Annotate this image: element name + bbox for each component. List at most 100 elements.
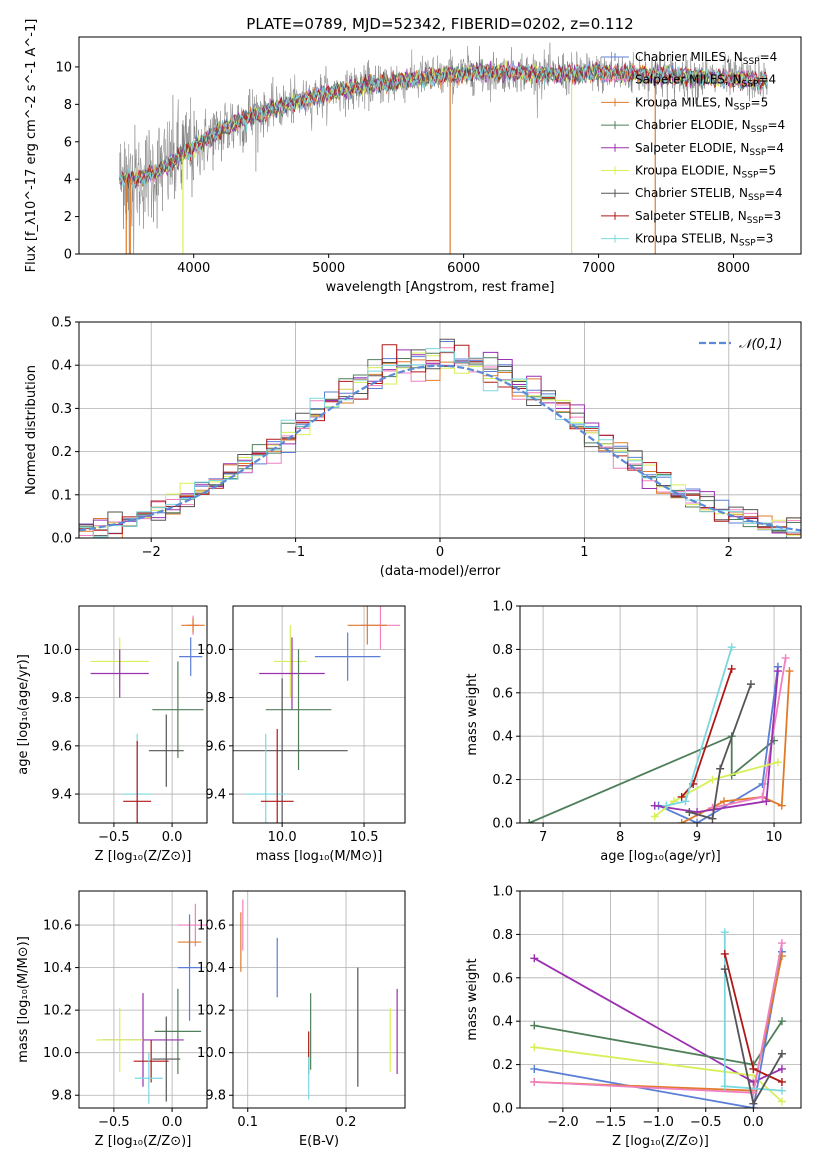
x-axis-label: mass [log₁₀(M/M⊙)] (256, 849, 383, 864)
weight-vs-age-panel: 7 8 9 10 0.0 0.2 0.4 0.6 0.8 1.0 age [log₁₀(age/yr… (465, 600, 802, 864)
y-tick-label: 0.4 (492, 730, 513, 745)
y-tick-label: 0.6 (492, 971, 513, 986)
y-tick-label: 0.2 (51, 445, 72, 460)
legend-label: Salpeter ELODIE, NSSP=4 (635, 141, 784, 158)
legend-label: Salpeter STELIB, NSSP=3 (635, 209, 781, 226)
y-tick-label: 1.0 (492, 600, 513, 615)
y-tick-label: 9.6 (205, 739, 226, 754)
y-tick-label: 0.8 (492, 928, 513, 943)
weight-marker (693, 819, 702, 823)
y-tick-label: 10 (55, 60, 72, 75)
y-tick-label: 0.0 (492, 1102, 513, 1117)
y-tick-label: 0.2 (492, 773, 513, 788)
y-tick-label: 0.1 (51, 488, 72, 503)
y-tick-label: 9.4 (51, 788, 72, 803)
plot-area (96, 903, 207, 1104)
axes-frame (232, 890, 406, 1109)
weight-marker (681, 797, 690, 806)
y-tick-label: 10.0 (197, 643, 226, 658)
legend-label: Kroupa STELIB, NSSP=3 (635, 232, 773, 249)
weight-marker (720, 1082, 729, 1091)
legend-label: Chabrier STELIB, NSSP=4 (635, 186, 783, 203)
weight-series-line (528, 734, 775, 823)
weight-marker (650, 801, 659, 810)
weight-marker (773, 667, 782, 676)
x-tick-label: 2 (725, 545, 733, 560)
x-axis-label: Z [log₁₀(Z/Z⊙)] (95, 849, 192, 864)
spectrum-panel: 4000 5000 6000 7000 8000 0 2 4 6 8 10 wavelength [A… (24, 19, 802, 295)
weight-marker (777, 1017, 786, 1026)
x-tick-label: −0.5 (98, 830, 130, 845)
y-tick-label: 10.0 (197, 1046, 226, 1061)
weight-marker (650, 812, 659, 821)
weight-marker (685, 808, 694, 817)
axes-frame (232, 605, 406, 824)
y-tick-label: 10.6 (197, 919, 226, 934)
weight-marker (708, 775, 717, 784)
legend-label: Salpeter MILES, NSSP=4 (635, 73, 776, 90)
weight-marker (720, 797, 729, 806)
y-axis-label: age [log₁₀(age/yr)] (16, 654, 31, 775)
y-tick-label: 10.0 (43, 1046, 72, 1061)
weight-marker (662, 801, 671, 810)
weight-series-line (654, 761, 779, 818)
weight-marker (777, 1097, 786, 1106)
x-tick-label: 0.1 (237, 1115, 258, 1130)
y-axis-label: mass [log₁₀(M/M⊙)] (16, 936, 31, 1063)
x-axis-label: Z [log₁₀(Z/Z⊙)] (612, 1134, 709, 1149)
weight-marker (773, 758, 782, 767)
gaussian-curve (79, 364, 801, 532)
axes-frame (78, 605, 208, 824)
axes-frame (78, 890, 208, 1109)
weight-marker (530, 1043, 539, 1052)
y-tick-label: 0.3 (51, 402, 72, 417)
y-tick-label: 9.8 (205, 1089, 226, 1104)
y-tick-label: 10.2 (43, 1004, 72, 1019)
x-tick-label: −1 (286, 545, 305, 560)
y-axis-label: mass weight (465, 958, 480, 1040)
legend-label: 𝒩(0,1) (739, 337, 782, 352)
axes-frame (519, 890, 802, 1109)
y-tick-label: 9.8 (51, 1089, 72, 1104)
x-tick-label: −2.0 (547, 1115, 579, 1130)
y-tick-label: 9.4 (205, 788, 226, 803)
weight-marker (727, 643, 736, 652)
age-vs-mass-panel: 10.0 10.5 9.4 9.6 9.8 10.0 mass [log₁₀(M/M⊙)] (197, 605, 406, 864)
weight-marker (720, 965, 729, 974)
x-tick-label: 5000 (312, 261, 345, 276)
y-tick-label: 10.0 (43, 643, 72, 658)
x-axis-label: Z [log₁₀(Z/Z⊙)] (95, 1134, 192, 1149)
mass-vs-Z-panel: −0.5 0.0 9.8 10.0 10.2 10.4 10.6 Z [log₁₀(Z/Z⊙)… (16, 890, 208, 1149)
spectrum-model-line (119, 64, 768, 190)
weight-marker (530, 1077, 539, 1086)
x-tick-label: 10 (766, 830, 783, 845)
weight-marker (677, 792, 686, 801)
weight-marker (746, 680, 755, 689)
y-tick-label: 10.4 (43, 961, 72, 976)
axes-frame (78, 36, 802, 255)
y-tick-label: 0.6 (492, 686, 513, 701)
weight-marker (708, 814, 717, 823)
x-axis-label: age [log₁₀(age/yr)] (600, 849, 721, 864)
weight-marker (785, 667, 794, 676)
x-tick-label: 0.0 (162, 830, 183, 845)
weight-marker (762, 797, 771, 806)
weight-marker (777, 1086, 786, 1095)
legend-label: Chabrier ELODIE, NSSP=4 (635, 118, 785, 135)
x-tick-label: −1.0 (642, 1115, 674, 1130)
residuals-panel: −2 −1 0 1 2 0.0 0.1 0.2 0.3 0.4 0.5 (data-model)/er… (24, 316, 802, 579)
x-tick-label: 0 (436, 545, 444, 560)
y-tick-label: 2 (64, 210, 72, 225)
residuals-plot-area (79, 338, 801, 538)
weight-marker (677, 819, 686, 823)
x-axis-label: E(B-V) (299, 1134, 339, 1149)
x-tick-label: 10.0 (268, 830, 297, 845)
y-tick-label: 9.6 (51, 739, 72, 754)
legend-label: Kroupa MILES, NSSP=5 (635, 95, 768, 112)
x-tick-label: 0.0 (162, 1115, 183, 1130)
y-tick-label: 0.5 (51, 316, 72, 331)
weight-marker (777, 1064, 786, 1073)
weight-marker (727, 664, 736, 673)
x-tick-label: 7000 (582, 261, 615, 276)
x-tick-label: 0.2 (336, 1115, 357, 1130)
